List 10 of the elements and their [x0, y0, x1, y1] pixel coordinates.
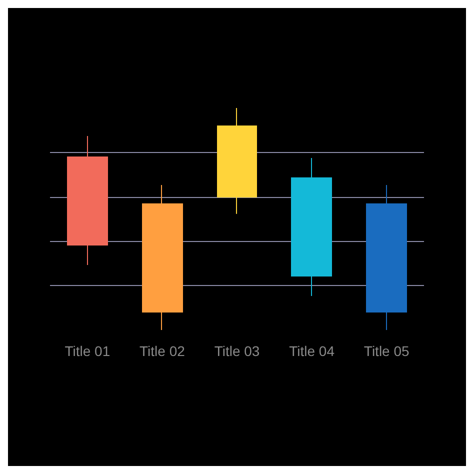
- x-tick-label: Title 02: [140, 343, 186, 359]
- x-tick-label: Title 03: [214, 343, 260, 359]
- candlestick: [291, 157, 332, 297]
- candlestick: [217, 108, 257, 214]
- candlestick: [366, 184, 407, 330]
- candlestick: [67, 135, 108, 266]
- x-tick-label: Title 01: [64, 343, 110, 359]
- candlestick: [142, 184, 183, 330]
- x-tick-label: Title 05: [364, 343, 410, 359]
- x-tick-label: Title 04: [289, 343, 335, 359]
